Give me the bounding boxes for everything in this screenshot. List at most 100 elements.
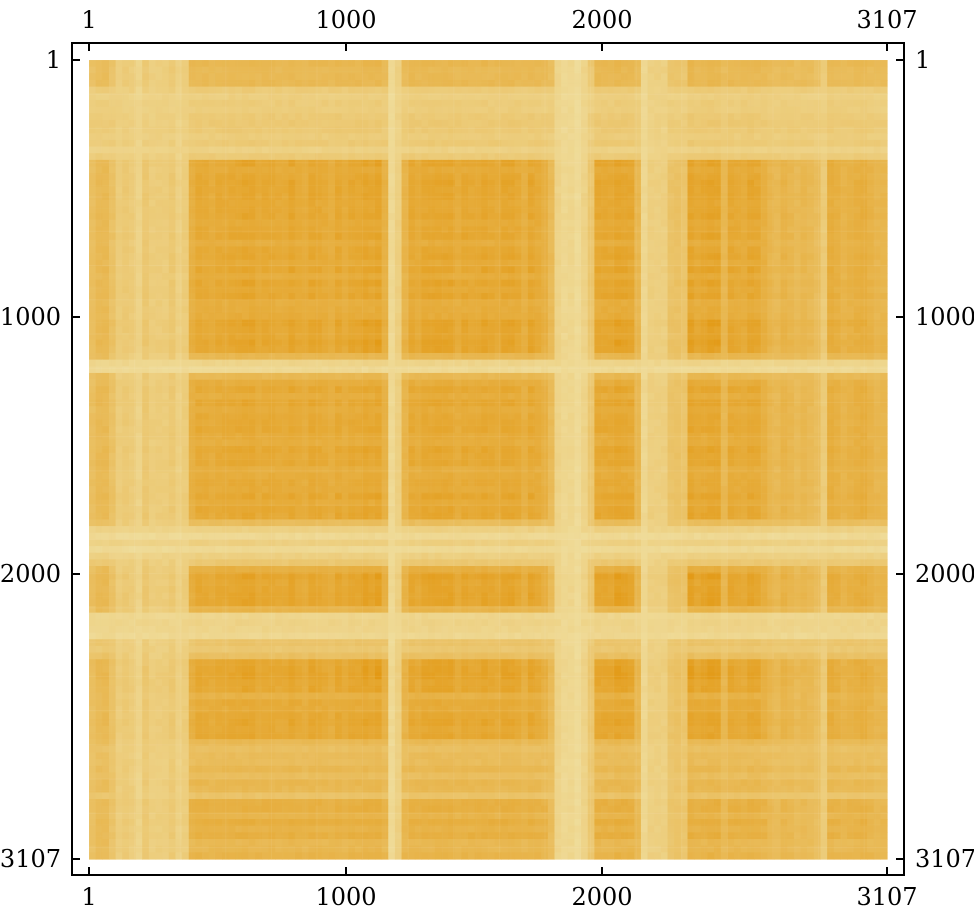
heatmap-cell bbox=[328, 106, 336, 114]
heatmap-cell bbox=[680, 60, 689, 68]
heatmap-cell bbox=[188, 286, 196, 294]
heatmap-cell bbox=[202, 159, 210, 168]
heatmap-cell bbox=[341, 93, 349, 101]
heatmap-cell bbox=[867, 299, 875, 307]
heatmap-cell bbox=[341, 299, 349, 307]
heatmap-cell bbox=[813, 133, 822, 141]
heatmap-cell bbox=[727, 266, 735, 274]
heatmap-cell bbox=[421, 233, 429, 241]
heatmap-cell bbox=[634, 126, 642, 134]
heatmap-cell bbox=[168, 86, 177, 94]
heatmap-cell bbox=[773, 99, 782, 108]
heatmap-cell bbox=[182, 219, 190, 228]
heatmap-cell bbox=[720, 99, 728, 108]
heatmap-cell bbox=[261, 159, 270, 168]
heatmap-cell bbox=[567, 206, 576, 214]
heatmap-cell bbox=[554, 146, 562, 154]
heatmap-cell bbox=[521, 60, 529, 68]
heatmap-cell bbox=[827, 239, 835, 248]
heatmap-cell bbox=[501, 246, 509, 254]
heatmap-cell bbox=[621, 73, 629, 81]
heatmap-cell bbox=[547, 226, 556, 234]
heatmap-cell bbox=[135, 319, 143, 327]
heatmap-cell bbox=[740, 199, 748, 208]
heatmap-cell bbox=[208, 166, 216, 174]
heatmap-cell bbox=[241, 66, 250, 74]
heatmap-cell bbox=[162, 166, 170, 174]
heatmap-cell bbox=[694, 219, 702, 228]
heatmap-cell bbox=[873, 266, 881, 274]
heatmap-cell bbox=[454, 166, 462, 174]
heatmap-cell bbox=[773, 206, 782, 214]
heatmap-cell bbox=[793, 99, 802, 108]
heatmap-cell bbox=[308, 60, 316, 68]
heatmap-cell bbox=[248, 313, 256, 321]
heatmap-cell bbox=[507, 299, 516, 307]
heatmap-cell bbox=[255, 153, 263, 161]
heatmap-cell bbox=[847, 66, 855, 74]
heatmap-cell bbox=[634, 146, 642, 154]
heatmap-cell bbox=[148, 286, 157, 294]
heatmap-cell bbox=[660, 73, 669, 81]
heatmap-cell bbox=[288, 79, 296, 88]
heatmap-cell bbox=[867, 113, 875, 121]
heatmap-cell bbox=[634, 66, 642, 74]
heatmap-cell bbox=[175, 279, 183, 287]
heatmap-cell bbox=[547, 119, 556, 128]
heatmap-cell bbox=[634, 199, 642, 208]
heatmap-cell bbox=[747, 166, 755, 174]
heatmap-cell bbox=[754, 66, 762, 74]
heatmap-cell bbox=[374, 99, 383, 108]
heatmap-cell bbox=[421, 199, 429, 208]
heatmap-cell bbox=[248, 279, 256, 287]
heatmap-cell bbox=[574, 239, 582, 248]
heatmap-cell bbox=[348, 159, 356, 168]
heatmap-cell bbox=[660, 266, 669, 274]
heatmap-cell bbox=[122, 113, 130, 121]
heatmap-cell bbox=[647, 186, 655, 194]
heatmap-cell bbox=[168, 226, 177, 234]
heatmap-cell bbox=[567, 86, 576, 94]
heatmap-cell bbox=[261, 319, 270, 327]
heatmap-cell bbox=[188, 159, 196, 168]
heatmap-cell bbox=[155, 233, 163, 241]
heatmap-cell bbox=[634, 239, 642, 248]
heatmap-cell bbox=[514, 60, 522, 68]
heatmap-cell bbox=[773, 286, 782, 294]
heatmap-cell bbox=[102, 119, 110, 128]
heatmap-cell bbox=[847, 99, 855, 108]
heatmap-cell bbox=[102, 86, 110, 94]
heatmap-cell bbox=[667, 279, 675, 287]
heatmap-cell bbox=[295, 233, 303, 241]
heatmap-cell bbox=[474, 186, 482, 194]
heatmap-cell bbox=[793, 306, 802, 314]
heatmap-cell bbox=[674, 66, 682, 74]
heatmap-cell bbox=[182, 139, 190, 148]
heatmap-cell bbox=[454, 299, 462, 307]
heatmap-cell bbox=[507, 113, 516, 121]
heatmap-cell bbox=[647, 93, 655, 101]
heatmap-cell bbox=[594, 279, 602, 287]
heatmap-cell bbox=[660, 246, 669, 254]
heatmap-cell bbox=[793, 133, 802, 141]
heatmap-cell bbox=[747, 186, 755, 194]
heatmap-cell bbox=[348, 106, 356, 114]
heatmap-cell bbox=[773, 279, 782, 287]
heatmap-cell bbox=[368, 139, 376, 148]
heatmap-cell bbox=[488, 86, 496, 94]
heatmap-cell bbox=[521, 166, 529, 174]
heatmap-cell bbox=[434, 306, 443, 314]
heatmap-cell bbox=[813, 286, 822, 294]
heatmap-cell bbox=[674, 299, 682, 307]
heatmap-cell bbox=[135, 159, 143, 168]
heatmap-cell bbox=[627, 313, 635, 321]
heatmap-cell bbox=[321, 73, 329, 81]
heatmap-cell bbox=[627, 286, 635, 294]
heatmap-cell bbox=[754, 119, 762, 128]
heatmap-cell bbox=[694, 146, 702, 154]
heatmap-cell bbox=[833, 79, 842, 88]
heatmap-cell bbox=[714, 186, 722, 194]
heatmap-cell bbox=[727, 159, 735, 168]
heatmap-cell bbox=[847, 93, 855, 101]
heatmap-cell bbox=[700, 93, 709, 101]
